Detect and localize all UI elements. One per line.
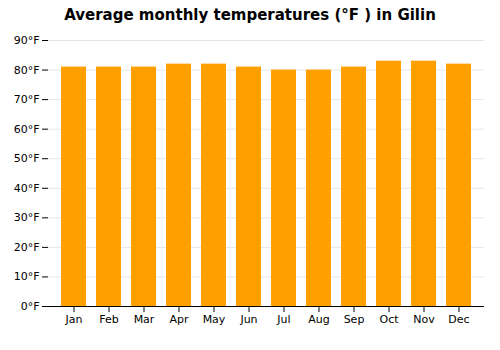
svg-text:10°F: 10°F [14,270,40,283]
svg-text:90°F: 90°F [14,34,40,47]
svg-text:May: May [203,313,226,326]
svg-text:Jan: Jan [65,313,83,326]
svg-text:Aug: Aug [308,313,329,326]
svg-text:20°F: 20°F [14,241,40,254]
svg-text:30°F: 30°F [14,211,40,224]
svg-text:Nov: Nov [413,313,435,326]
svg-text:Feb: Feb [99,313,118,326]
html-text:Average monthly temperatures (: Average monthly temperatures (°F ) in Gi… [64,6,436,24]
svg-text:Mar: Mar [134,313,155,326]
svg-text:0°F: 0°F [21,300,40,313]
svg-text:Apr: Apr [169,313,189,326]
svg-text:60°F: 60°F [14,123,40,136]
svg-text:Jul: Jul [276,313,290,326]
svg-text:80°F: 80°F [14,64,40,77]
svg-text:Jun: Jun [239,313,257,326]
svg-text:70°F: 70°F [14,93,40,106]
svg-text:Dec: Dec [448,313,469,326]
svg-text:40°F: 40°F [14,182,40,195]
svg-text:50°F: 50°F [14,152,40,165]
svg-text:Oct: Oct [379,313,399,326]
svg-text:Sep: Sep [344,313,365,326]
